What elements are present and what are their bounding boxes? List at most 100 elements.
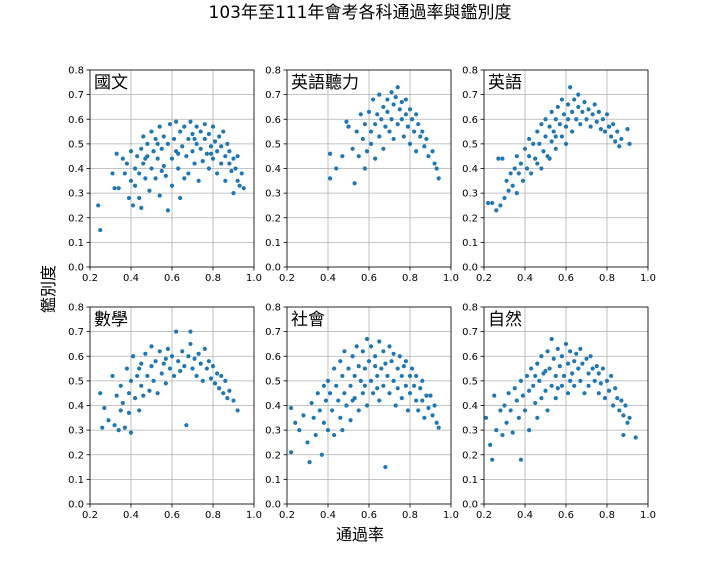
data-point — [356, 364, 361, 369]
data-point — [494, 428, 499, 433]
data-point — [621, 432, 626, 438]
data-point — [377, 398, 382, 403]
data-point — [178, 195, 183, 201]
data-point — [102, 405, 107, 411]
data-point — [325, 428, 331, 433]
data-point — [572, 97, 577, 102]
data-point — [391, 351, 396, 356]
data-point — [235, 178, 240, 183]
data-point — [621, 413, 626, 418]
y-tick-label: 0.7 — [68, 90, 84, 101]
data-point — [362, 122, 367, 127]
data-point — [231, 191, 236, 196]
x-tick-label: 0.6 — [361, 273, 377, 284]
data-point — [596, 371, 601, 376]
data-point — [202, 136, 207, 142]
data-point — [297, 428, 302, 433]
data-point — [368, 141, 374, 146]
data-point — [598, 127, 603, 132]
data-point — [399, 117, 404, 122]
data-point — [184, 154, 189, 159]
data-point — [553, 373, 558, 379]
data-point — [208, 151, 214, 156]
data-point — [524, 166, 530, 171]
data-point — [379, 117, 384, 122]
data-point — [219, 144, 224, 149]
data-point — [483, 415, 489, 420]
data-point — [217, 386, 222, 391]
data-point — [414, 398, 419, 403]
data-point — [578, 122, 583, 127]
data-point — [212, 381, 218, 386]
x-tick-label: 0.6 — [558, 510, 574, 521]
y-tick-label: 0.7 — [265, 327, 281, 338]
data-point — [553, 396, 558, 401]
data-point — [364, 336, 370, 342]
data-point — [424, 393, 429, 398]
data-point — [124, 366, 129, 371]
data-point — [609, 373, 614, 379]
data-point — [202, 346, 207, 351]
y-tick-label: 0.2 — [265, 213, 281, 224]
data-point — [633, 435, 638, 440]
data-point — [420, 398, 425, 403]
data-point — [414, 373, 419, 379]
data-point — [572, 383, 577, 388]
data-point — [223, 378, 228, 383]
data-point — [590, 366, 595, 371]
data-point — [506, 391, 511, 396]
x-tick-label: 0.4 — [123, 273, 139, 284]
data-point — [428, 393, 433, 398]
data-point — [512, 166, 517, 171]
data-point — [167, 122, 173, 127]
data-point — [198, 129, 203, 134]
data-point — [434, 166, 439, 171]
data-point — [194, 373, 199, 379]
data-point — [137, 195, 142, 201]
data-point — [516, 171, 521, 176]
data-point — [561, 112, 567, 117]
data-point — [186, 354, 191, 359]
data-point — [580, 109, 585, 114]
data-point — [596, 391, 601, 396]
data-point — [344, 403, 349, 408]
data-point — [543, 117, 548, 122]
data-point — [194, 141, 199, 146]
data-point — [196, 178, 201, 183]
data-point — [430, 413, 435, 418]
y-tick-label: 0.8 — [265, 66, 281, 77]
data-point — [496, 156, 501, 161]
data-point — [194, 124, 199, 129]
data-point — [96, 203, 101, 208]
data-point — [522, 408, 528, 413]
data-point — [204, 366, 209, 371]
y-tick-label: 0.1 — [462, 475, 478, 486]
x-tick-label: 0.2 — [279, 510, 295, 521]
y-tick-label: 0.6 — [462, 115, 478, 126]
y-tick-label: 0.5 — [265, 376, 281, 387]
data-point — [371, 97, 376, 102]
subplot-title: 英語 — [488, 73, 522, 93]
y-tick-label: 0.7 — [462, 327, 478, 338]
data-point — [407, 391, 413, 396]
data-point — [332, 432, 337, 438]
data-point — [555, 386, 560, 391]
data-point — [531, 141, 536, 146]
data-point — [157, 124, 162, 129]
data-point — [135, 154, 140, 159]
data-point — [527, 428, 532, 433]
x-tick-label: 0.2 — [82, 273, 98, 284]
data-point — [171, 136, 177, 142]
data-point — [325, 378, 331, 383]
data-point — [139, 383, 144, 388]
data-point — [588, 354, 593, 359]
data-point — [381, 349, 386, 354]
data-point — [327, 176, 333, 181]
data-point — [327, 151, 333, 156]
data-point — [100, 425, 105, 430]
data-point — [309, 400, 314, 406]
y-tick-label: 0.2 — [462, 450, 478, 461]
data-point — [555, 346, 560, 351]
data-point — [221, 391, 226, 396]
